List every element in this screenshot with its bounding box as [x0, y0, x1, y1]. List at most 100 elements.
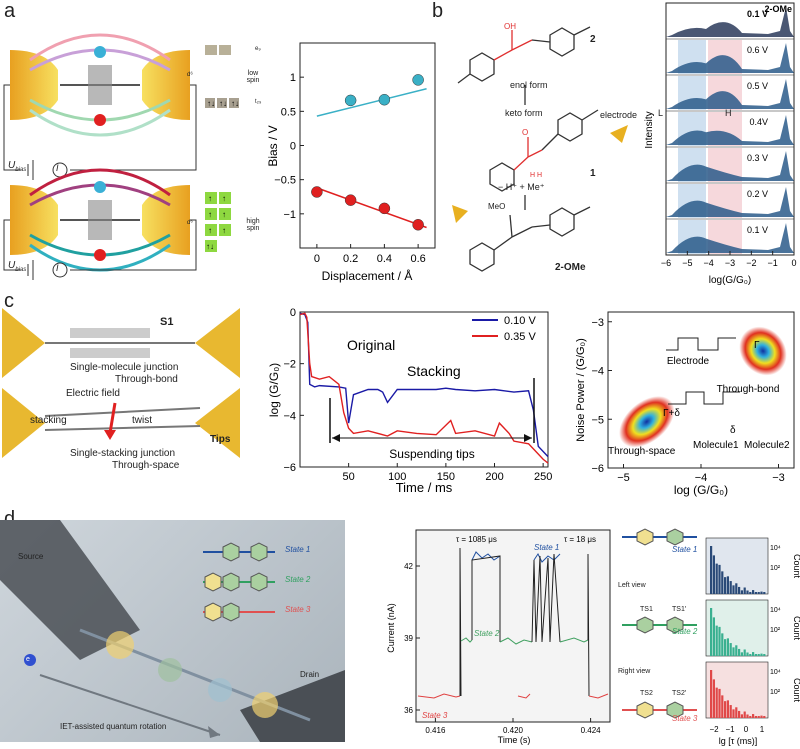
through-bond-label: Through-bond	[115, 374, 178, 385]
y-axis-label: Count	[792, 616, 800, 641]
x-tick-label: 0.2	[343, 253, 358, 265]
y-tick-label: −0.5	[274, 175, 296, 187]
bias-displacement-chart: 0 0.2 0.4 0.6 −1 −0.5 0 0.5 1 Displacement / Å B…	[266, 42, 436, 283]
x-tick-label: −3	[772, 472, 785, 484]
panel-label-c: c	[4, 290, 14, 312]
y-axis-label: log (G/G₀)	[267, 363, 281, 417]
hist-bar	[712, 555, 715, 594]
panel-label-b: b	[432, 0, 444, 22]
svg-text:↑: ↑	[222, 226, 226, 235]
svg-text:↑: ↑	[222, 194, 226, 203]
enol-label: enol form	[510, 80, 548, 90]
trace-state2: State 2	[474, 629, 500, 638]
y-tick-label: 0.5	[281, 106, 296, 118]
legend-label: 0.10 V	[504, 315, 536, 327]
x-tick-label: −6	[661, 258, 671, 268]
y-tick-label: −5	[591, 414, 604, 426]
legend-label: 0.35 V	[504, 331, 536, 343]
histogram-row	[666, 115, 794, 145]
x-tick-label: −4	[695, 472, 708, 484]
hist-bar	[746, 714, 749, 718]
low-spin-diagram: ↑↓ ↑↓ ↑↓	[205, 45, 239, 108]
density-cluster	[619, 396, 675, 448]
hist-bar	[760, 653, 763, 656]
density-cluster	[739, 326, 787, 376]
x-tick-label: 250	[534, 471, 552, 483]
data-point	[378, 202, 391, 215]
hist-bar	[726, 576, 729, 594]
histogram-row	[666, 223, 794, 253]
hist-bar	[715, 625, 718, 656]
electrode-tip-icon	[452, 205, 468, 223]
x-tick-label: 50	[343, 471, 355, 483]
histogram-row	[666, 151, 794, 181]
label-through-bond: Through-bond	[717, 384, 780, 395]
svg-text:↑: ↑	[222, 210, 226, 219]
voltage-label: 0.1 V	[747, 225, 768, 235]
hist-bar	[718, 626, 721, 656]
histogram-row	[666, 43, 794, 73]
y-tick-label: 0	[290, 308, 296, 319]
x-tick-label: −5	[617, 472, 630, 484]
stacking-junction-schematic	[2, 308, 240, 458]
x-tick-label: −1	[768, 258, 778, 268]
peak-h-label: H	[725, 108, 732, 118]
data-point	[412, 219, 424, 231]
x-tick-label: 0.6	[410, 253, 425, 265]
peak-l-label: L	[658, 108, 664, 118]
data-point	[412, 74, 424, 86]
hist-bar	[746, 590, 749, 594]
x-tick-label: 0.4	[377, 253, 392, 265]
hist-bar	[729, 705, 732, 718]
x-tick-label: 0	[314, 253, 320, 265]
rotor-render	[0, 520, 345, 742]
red-atom-icon	[94, 114, 106, 126]
hist-bar	[715, 687, 718, 718]
eg-label: e₉	[255, 46, 261, 52]
label-through-space: Through-space	[608, 446, 676, 457]
voltage-label: 0.2 V	[747, 189, 768, 199]
hist-bar	[743, 711, 746, 718]
single-stacking-label: Single-stacking junction	[70, 448, 176, 459]
t2g-label: t₂₉	[255, 99, 262, 105]
u-bias-bottom: Ubias	[8, 260, 27, 273]
x-tick-label: 0.416	[425, 726, 446, 735]
annotation-original: Original	[347, 337, 395, 353]
y-axis-label: Count	[792, 678, 800, 703]
histogram-row	[666, 79, 794, 109]
hist-bar	[757, 654, 760, 656]
x-tick-label: 0	[791, 258, 796, 268]
col-state3-label: State 3	[672, 714, 698, 723]
y-axis-label: Bias / V	[266, 125, 280, 166]
hist-bar	[763, 654, 766, 656]
x-tick-label: −2	[746, 258, 756, 268]
ts1-label: TS1	[640, 606, 653, 613]
y-tick-label: 10²	[770, 689, 781, 696]
hist-bar	[757, 592, 760, 594]
svg-text:O: O	[522, 128, 528, 137]
label-molecule1: Molecule1	[693, 440, 739, 451]
electrode-label: electrode	[600, 110, 638, 120]
y-tick-label: −4	[283, 410, 296, 422]
hist-bar	[732, 585, 735, 594]
iet-label: IET-assisted quantum rotation	[60, 722, 167, 731]
hist-bar	[763, 592, 766, 594]
hist-bar	[735, 645, 738, 656]
current-trace-chart: 0.416 0.420 0.424 36 39 42 τ = 1085 μs τ = 18…	[386, 529, 611, 745]
label-gamma-delta: Γ+δ	[663, 408, 680, 419]
tips-label: Tips	[210, 434, 231, 445]
electrode-tip-icon	[610, 125, 628, 143]
tau2-label: τ = 18 μs	[564, 535, 596, 544]
hist-bar	[721, 633, 724, 656]
x-tick-label: −3	[725, 258, 735, 268]
panel-label-d: d	[4, 508, 16, 530]
x-tick-label: −5	[682, 258, 692, 268]
hist-bar	[740, 590, 743, 594]
svg-text:OH: OH	[504, 22, 516, 31]
hist-bar	[754, 654, 757, 656]
col-state1-label: State 1	[672, 545, 698, 554]
hist-bar	[760, 591, 763, 594]
x-tick-label: −2	[709, 725, 719, 734]
data-point	[344, 94, 357, 107]
